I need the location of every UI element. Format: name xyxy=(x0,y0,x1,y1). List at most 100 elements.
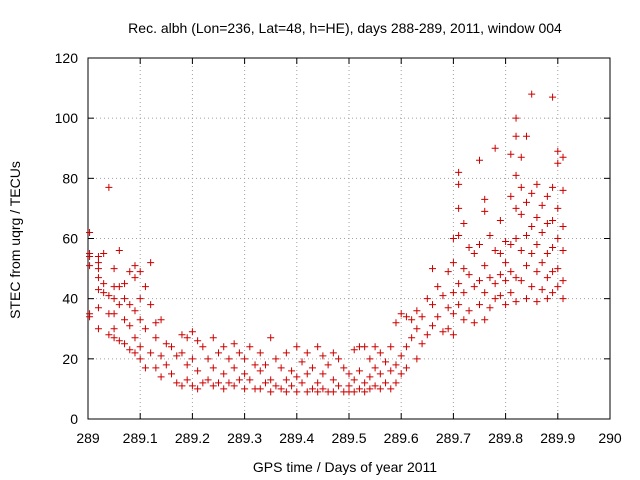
data-point xyxy=(105,331,113,339)
data-point xyxy=(141,283,149,291)
data-point xyxy=(549,93,557,101)
data-point xyxy=(115,301,123,309)
data-point xyxy=(329,349,337,357)
data-point xyxy=(476,277,483,285)
data-point xyxy=(188,328,196,336)
data-point xyxy=(549,183,557,191)
data-point xyxy=(350,388,358,396)
data-point xyxy=(533,180,541,188)
data-point xyxy=(455,168,463,176)
data-point xyxy=(517,153,525,161)
data-point xyxy=(429,322,437,330)
data-point xyxy=(303,370,311,378)
data-point xyxy=(152,364,160,372)
data-point xyxy=(86,262,94,270)
data-point xyxy=(86,253,94,261)
data-point xyxy=(345,382,353,390)
data-point xyxy=(282,376,290,384)
data-point xyxy=(528,250,536,258)
data-point xyxy=(397,370,405,378)
data-point xyxy=(429,265,437,273)
data-point xyxy=(147,259,155,267)
data-point xyxy=(94,259,102,267)
data-point xyxy=(522,132,530,140)
data-point xyxy=(126,301,134,309)
data-point xyxy=(199,343,207,351)
data-point xyxy=(110,310,118,318)
data-point xyxy=(329,388,337,396)
data-point xyxy=(126,268,134,276)
data-point xyxy=(517,210,525,218)
data-point xyxy=(220,343,228,351)
data-point xyxy=(528,90,536,98)
data-point xyxy=(110,334,118,342)
data-point xyxy=(94,325,102,333)
data-point xyxy=(303,388,311,396)
data-point xyxy=(502,238,510,246)
data-point xyxy=(408,334,416,342)
data-point xyxy=(188,382,196,390)
data-point xyxy=(152,319,160,327)
data-point xyxy=(355,367,363,375)
data-point xyxy=(194,385,202,393)
data-point xyxy=(267,388,275,396)
data-point xyxy=(194,337,202,345)
data-point xyxy=(267,334,275,342)
data-point xyxy=(178,331,186,339)
data-point xyxy=(256,385,264,393)
data-point xyxy=(554,204,562,212)
data-point xyxy=(418,313,426,321)
data-point xyxy=(319,385,327,393)
data-point xyxy=(460,316,468,324)
data-point xyxy=(110,295,118,303)
data-point xyxy=(371,364,379,372)
data-point xyxy=(554,147,562,155)
data-point xyxy=(382,379,390,387)
data-point xyxy=(152,334,160,342)
data-point xyxy=(387,343,395,351)
x-tick-label: 289.7 xyxy=(436,430,471,446)
data-point xyxy=(507,268,515,276)
data-point xyxy=(528,283,536,291)
data-point xyxy=(502,259,510,267)
data-point xyxy=(335,355,343,363)
data-point xyxy=(543,295,551,303)
y-tick-labels: 0 20 40 60 80 100 120 xyxy=(55,50,79,427)
x-tick-label: 289.6 xyxy=(384,430,419,446)
data-point xyxy=(220,385,228,393)
data-point xyxy=(455,204,463,212)
data-point xyxy=(105,183,113,191)
data-point xyxy=(470,250,478,258)
data-point xyxy=(121,280,129,288)
data-point xyxy=(538,286,546,294)
y-tick-label: 40 xyxy=(62,291,78,307)
data-point xyxy=(126,322,134,330)
data-point xyxy=(491,280,499,288)
data-point xyxy=(110,325,118,333)
data-point xyxy=(209,334,217,342)
data-point xyxy=(481,316,489,324)
data-point xyxy=(319,352,327,360)
data-point xyxy=(522,198,530,206)
data-point xyxy=(491,144,499,152)
data-point xyxy=(533,268,541,276)
data-point xyxy=(183,334,191,342)
chart-title: Rec. albh (Lon=236, Lat=48, h=HE), days … xyxy=(128,20,562,36)
data-point xyxy=(131,262,139,270)
y-tick-label: 0 xyxy=(70,411,78,427)
data-point xyxy=(141,364,149,372)
data-point xyxy=(241,370,249,378)
data-point xyxy=(345,370,353,378)
data-point xyxy=(559,153,567,161)
data-point xyxy=(121,340,129,348)
data-point xyxy=(355,385,363,393)
data-point xyxy=(314,388,322,396)
data-point xyxy=(549,268,557,276)
data-point xyxy=(387,367,395,375)
data-point xyxy=(517,277,525,285)
data-point xyxy=(455,180,463,188)
data-point xyxy=(366,355,374,363)
data-point xyxy=(476,301,483,309)
data-point xyxy=(293,343,301,351)
